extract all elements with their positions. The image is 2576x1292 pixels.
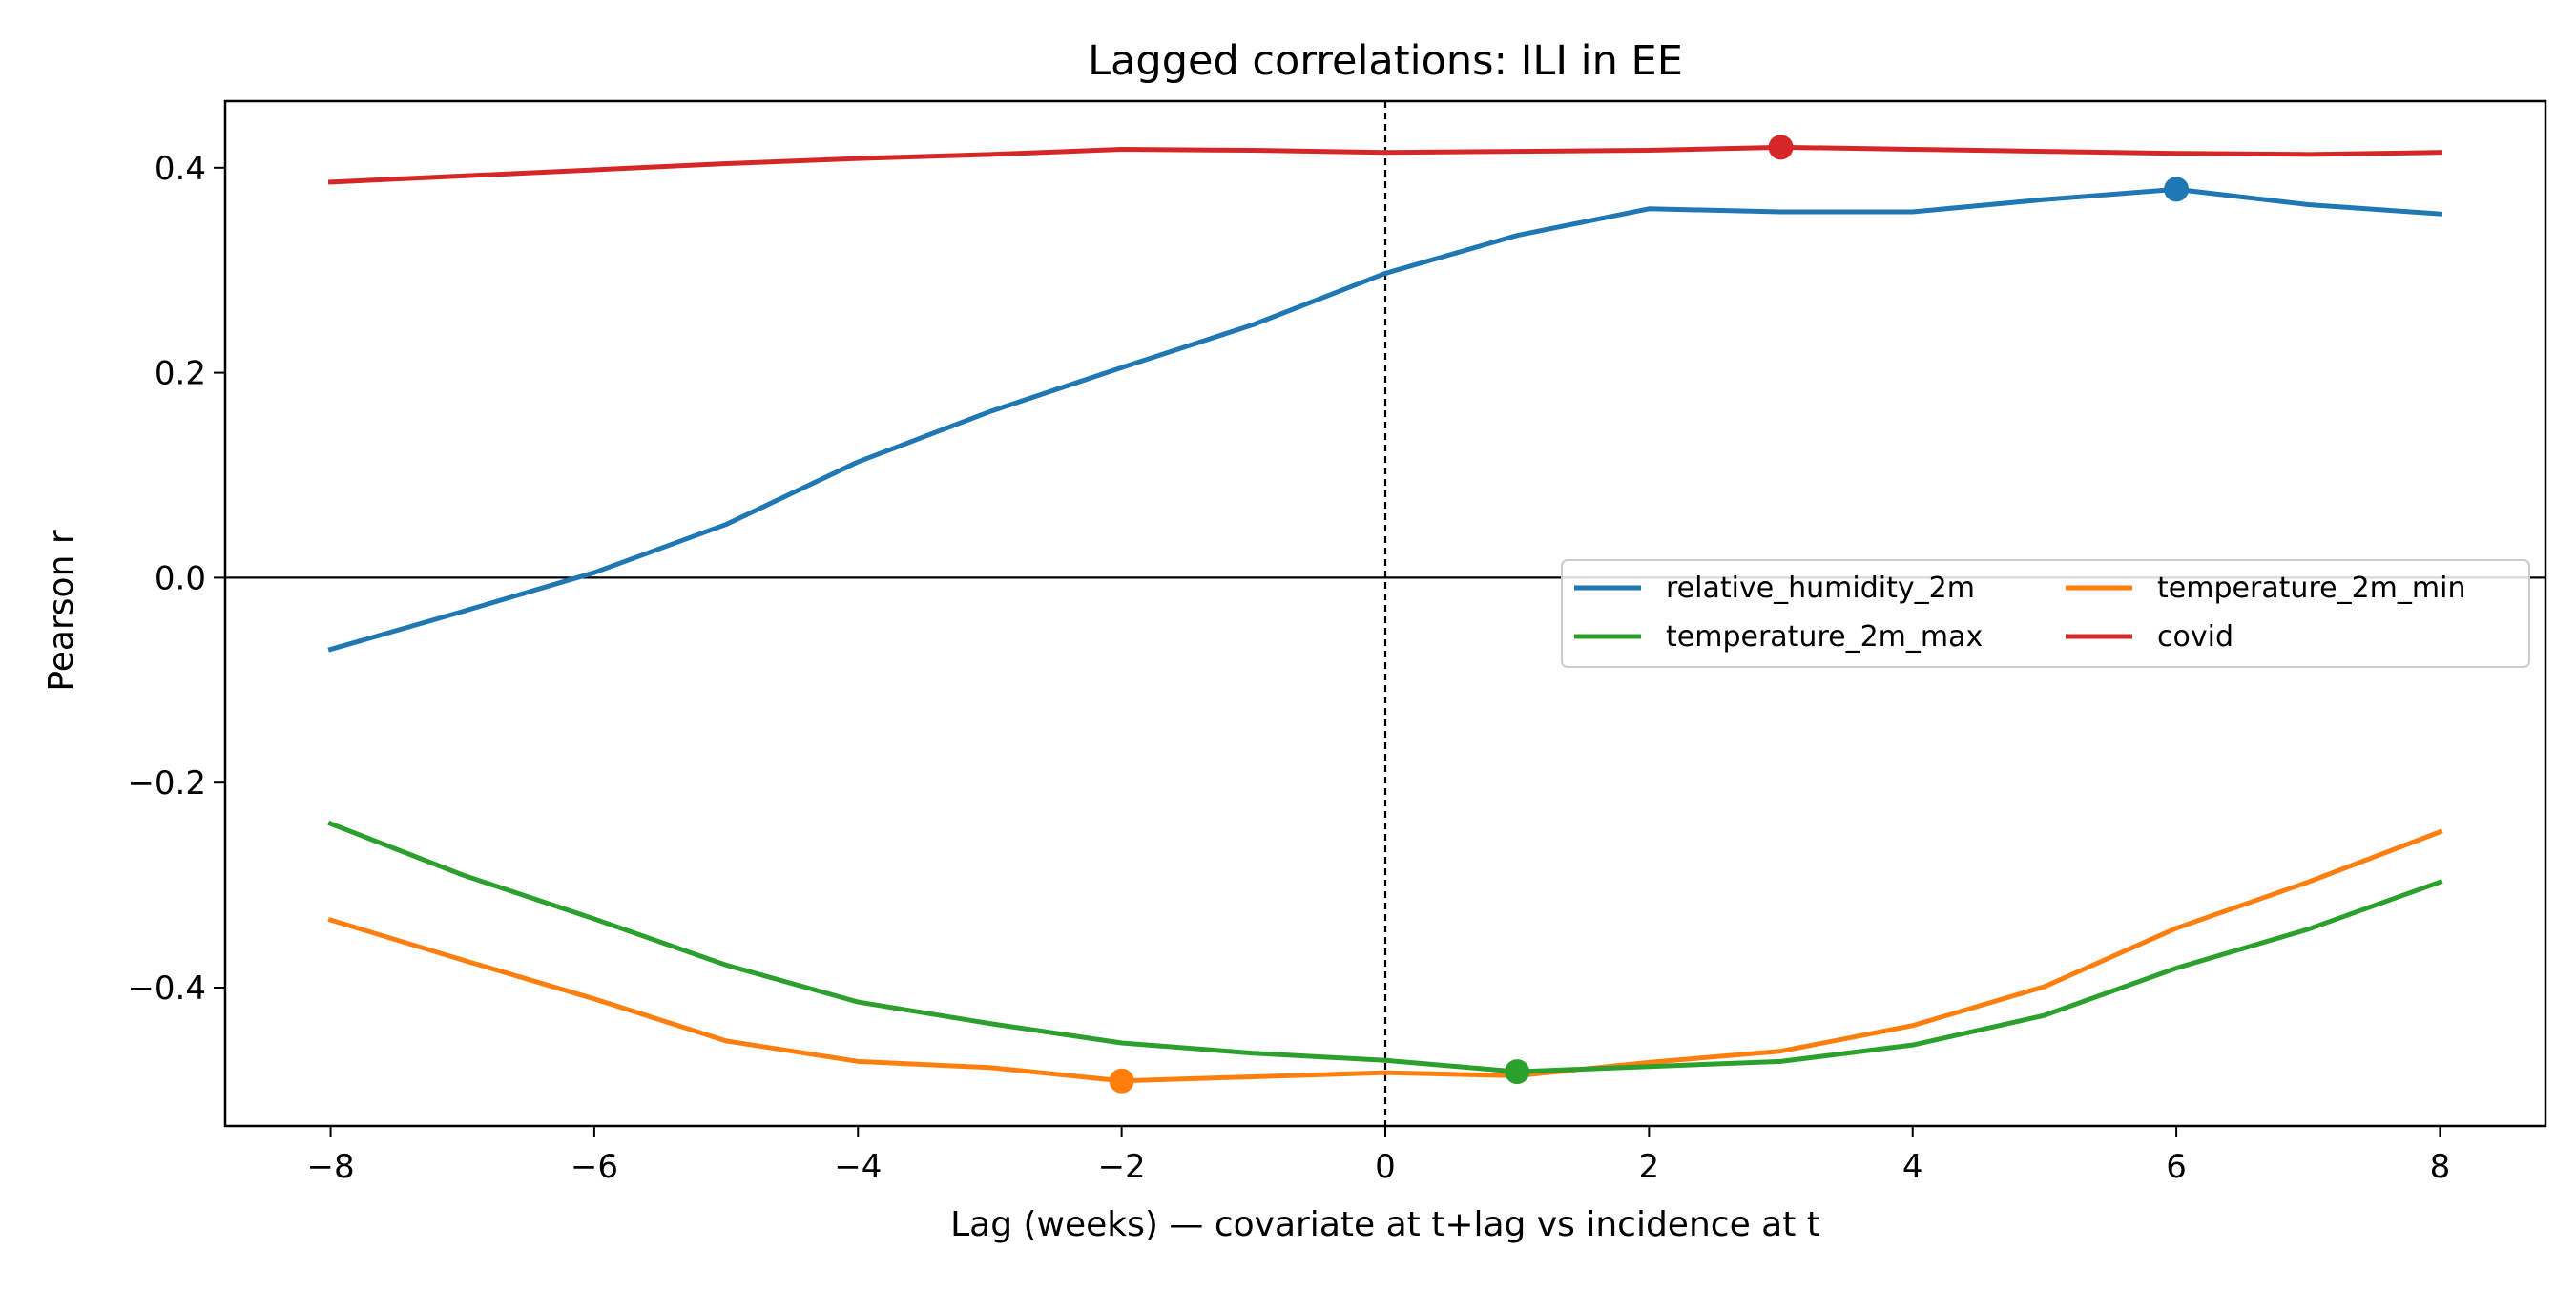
legend-label-temperature_2m_max: temperature_2m_max xyxy=(1666,620,1983,654)
legend-label-covid: covid xyxy=(2157,620,2233,654)
y-tick-label: 0.4 xyxy=(155,150,206,188)
chart-title: Lagged correlations: ILI in EE xyxy=(1088,37,1683,85)
x-tick-label: 8 xyxy=(2430,1148,2451,1186)
y-tick-label: 0.2 xyxy=(155,355,206,393)
peak-marker-relative_humidity_2m xyxy=(2164,177,2190,202)
legend: relative_humidity_2m temperature_2m_minte… xyxy=(1561,559,2530,668)
y-tick-label: −0.4 xyxy=(127,969,206,1008)
x-tick-label: −4 xyxy=(834,1148,882,1186)
series-line-covid xyxy=(327,144,2442,185)
series-line-relative_humidity_2m xyxy=(327,186,2443,653)
x-tick-label: −2 xyxy=(1098,1148,1146,1186)
peak-marker-temperature_2m_max xyxy=(1505,1059,1530,1085)
x-tick-label: 4 xyxy=(1902,1148,1923,1186)
y-axis-label: Pearson r xyxy=(42,530,81,691)
legend-box xyxy=(1561,559,2530,668)
legend-label-temperature_2m_min: temperature_2m_min xyxy=(2157,572,2465,605)
plot-area xyxy=(225,101,2545,1126)
y-tick-label: −0.2 xyxy=(127,764,206,802)
series-line-temperature_2m_max xyxy=(327,820,2443,1074)
x-axis-label: Lag (weeks) — covariate at t+lag vs inci… xyxy=(950,1205,1820,1244)
x-tick-label: −6 xyxy=(571,1148,618,1186)
y-tick-label: 0.0 xyxy=(155,559,206,597)
x-tick-label: −8 xyxy=(306,1148,354,1186)
peak-marker-temperature_2m_min xyxy=(1109,1068,1134,1094)
legend-label-relative_humidity_2m: relative_humidity_2m xyxy=(1666,572,1975,605)
x-tick-label: 0 xyxy=(1375,1148,1396,1186)
peak-marker-covid xyxy=(1768,135,1794,160)
x-tick-label: 2 xyxy=(1639,1148,1660,1186)
x-tick-label: 6 xyxy=(2166,1148,2187,1186)
series-line-temperature_2m_min xyxy=(327,828,2443,1084)
